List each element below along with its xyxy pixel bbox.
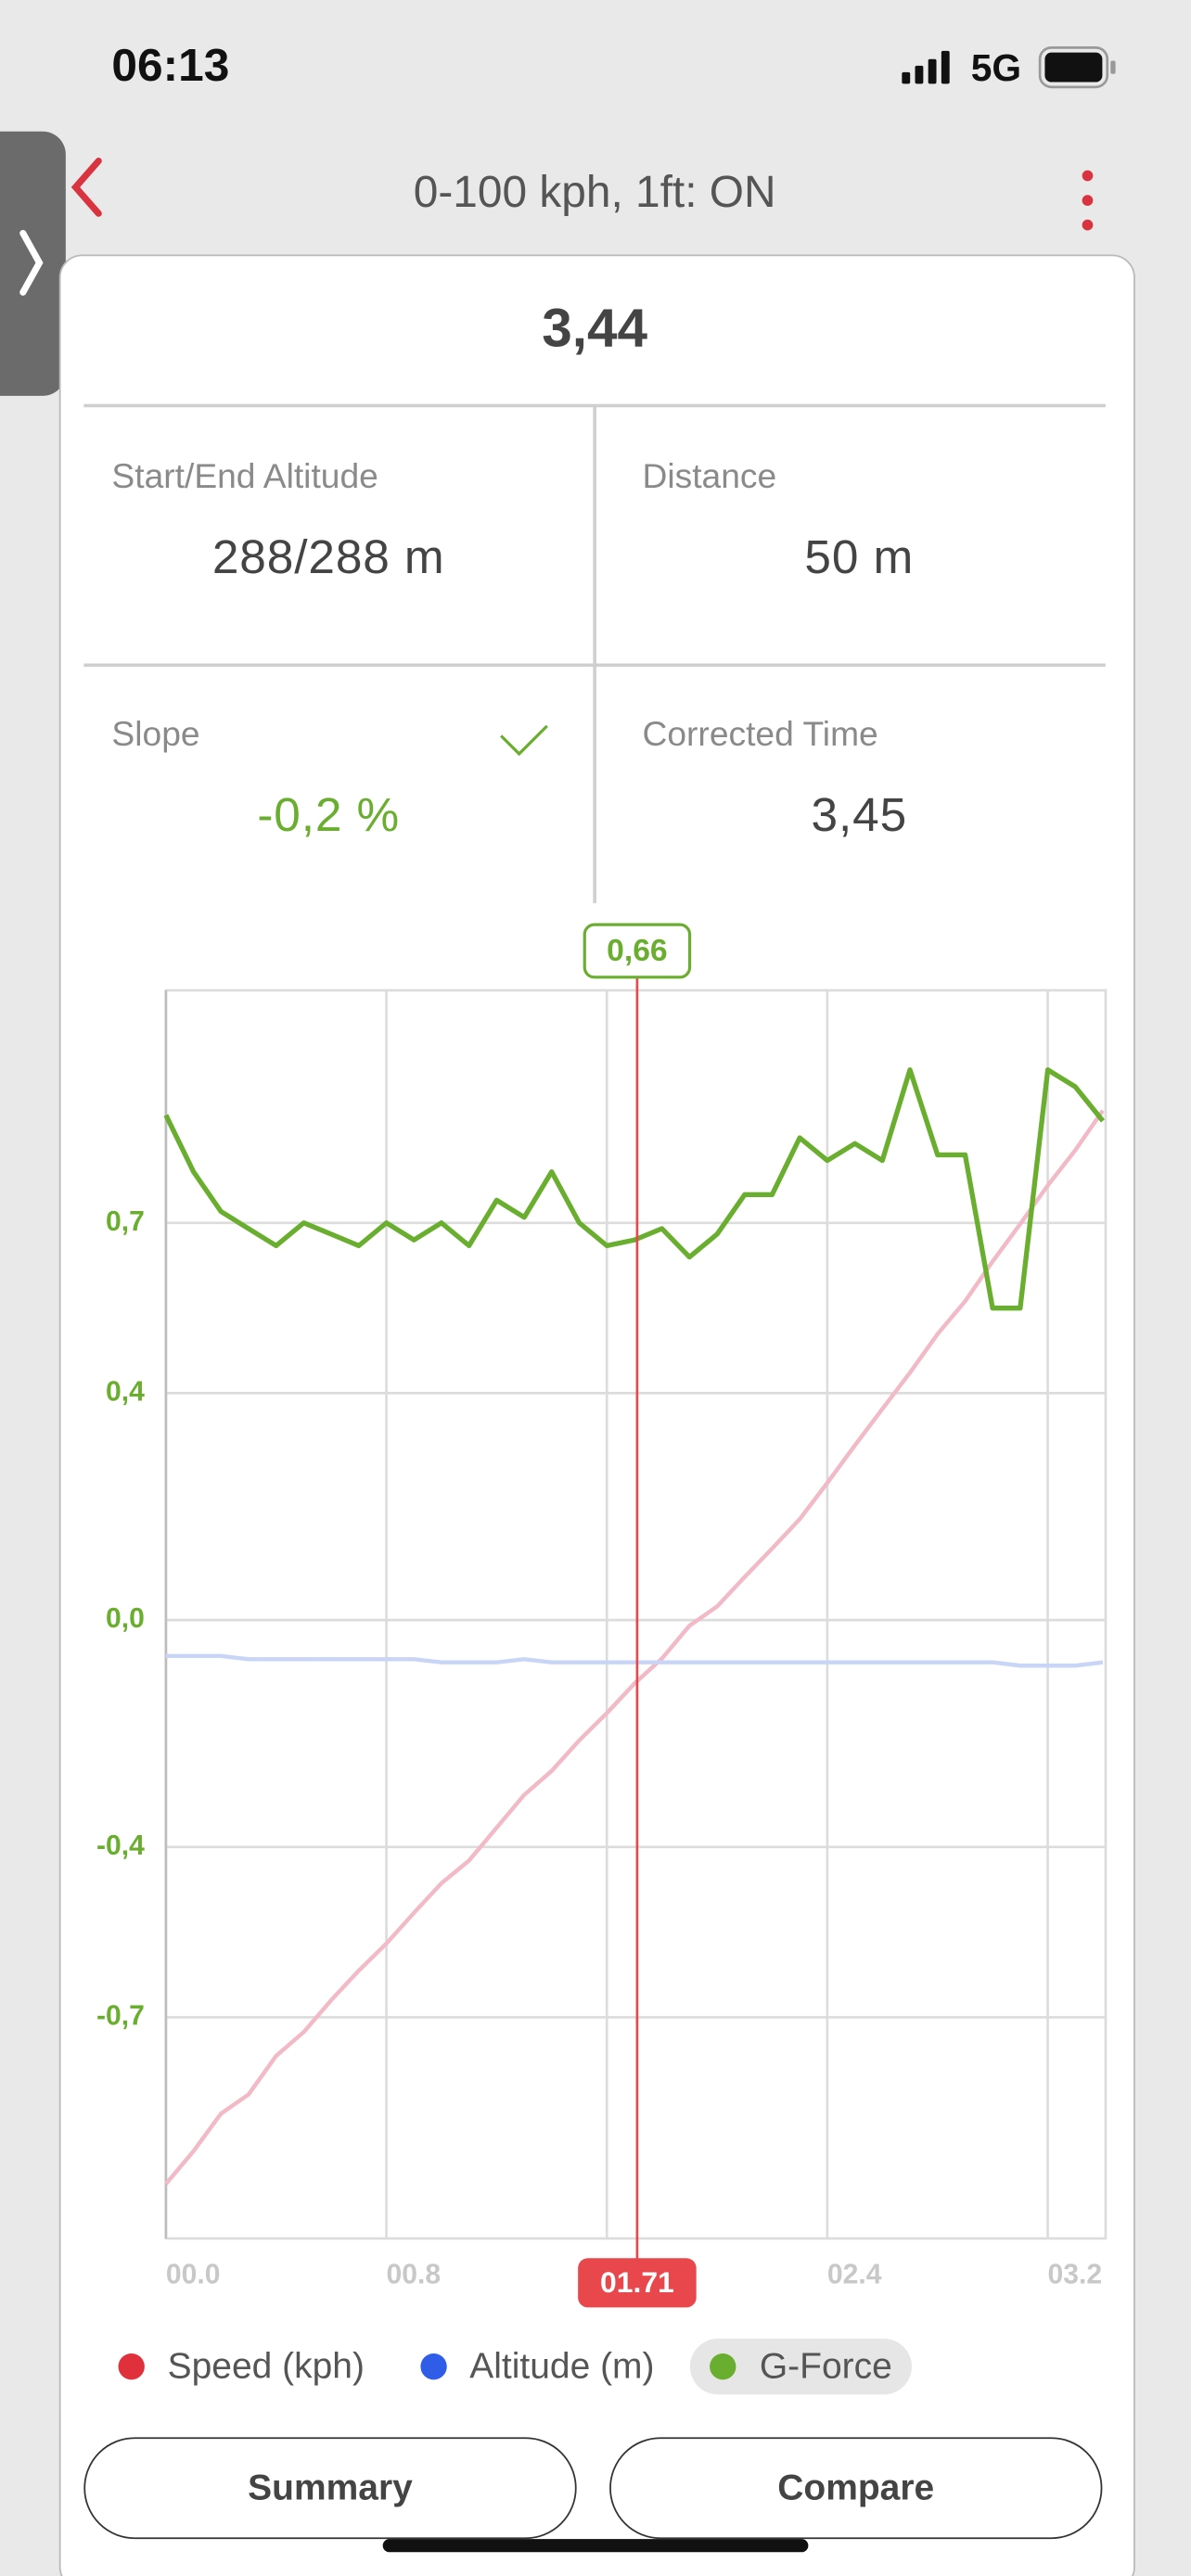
result-time: 3,44 (542, 297, 648, 359)
stat-value: 3,45 (811, 789, 908, 843)
x-tick-label: 03.2 (1048, 2260, 1103, 2290)
back-button[interactable] (66, 154, 109, 220)
status-time: 06:13 (111, 39, 230, 91)
cursor-x-box (578, 2258, 697, 2308)
series-line (163, 1067, 1106, 1311)
y-tick-label: -0,4 (96, 1830, 145, 1861)
compare-button[interactable]: Compare (609, 2437, 1103, 2540)
stat-value: 288/288 m (211, 531, 445, 585)
legend-item[interactable]: G-Force (690, 2339, 913, 2395)
y-tick-label: -0,7 (96, 2000, 145, 2031)
check-icon (500, 724, 548, 757)
stat-label: Corrected Time (642, 716, 878, 754)
divider (83, 403, 1106, 407)
x-tick-label: 00.0 (166, 2260, 221, 2290)
divider (593, 405, 596, 904)
legend-label: G-Force (759, 2345, 892, 2387)
stat-label: Distance (642, 458, 777, 496)
series-line (165, 1653, 1104, 1668)
legend-item[interactable]: Altitude (m) (401, 2339, 674, 2394)
signal-icon (902, 50, 950, 84)
series-line (164, 1109, 1105, 2186)
legend-label: Speed (kph) (167, 2345, 365, 2387)
legend: Speed (kph) Altitude (m) G-Force (98, 2339, 928, 2395)
cursor-x-label: 01.71 (600, 2265, 674, 2299)
legend-item[interactable]: Speed (kph) (98, 2339, 384, 2394)
plot-frame (164, 988, 1108, 2240)
menu-button[interactable] (1074, 164, 1100, 236)
legend-swatch (118, 2353, 145, 2380)
screen-title: 0-100 kph, 1ft: ON (413, 167, 776, 217)
stat-label: Slope (111, 716, 200, 754)
side-drawer-tab[interactable] (0, 131, 66, 396)
legend-swatch (420, 2353, 447, 2380)
stat-value: -0,2 % (257, 789, 401, 843)
x-tick-label: 00.8 (387, 2260, 442, 2290)
home-indicator (382, 2539, 809, 2553)
legend-swatch (710, 2353, 737, 2380)
result-card (58, 254, 1135, 2576)
stat-value: 50 m (804, 531, 915, 585)
cursor-value-label: 0,66 (607, 934, 667, 968)
summary-button[interactable]: Summary (83, 2437, 577, 2540)
stat-label: Start/End Altitude (111, 458, 378, 496)
battery-icon (1038, 46, 1116, 89)
x-tick-label: 02.4 (827, 2260, 882, 2290)
y-tick-label: 0,7 (106, 1206, 145, 1237)
y-tick-label: 0,0 (106, 1603, 145, 1634)
cursor-value-box (583, 923, 692, 979)
legend-label: Altitude (m) (469, 2345, 655, 2387)
network-label: 5G (970, 45, 1022, 89)
y-tick-label: 0,4 (106, 1376, 145, 1407)
